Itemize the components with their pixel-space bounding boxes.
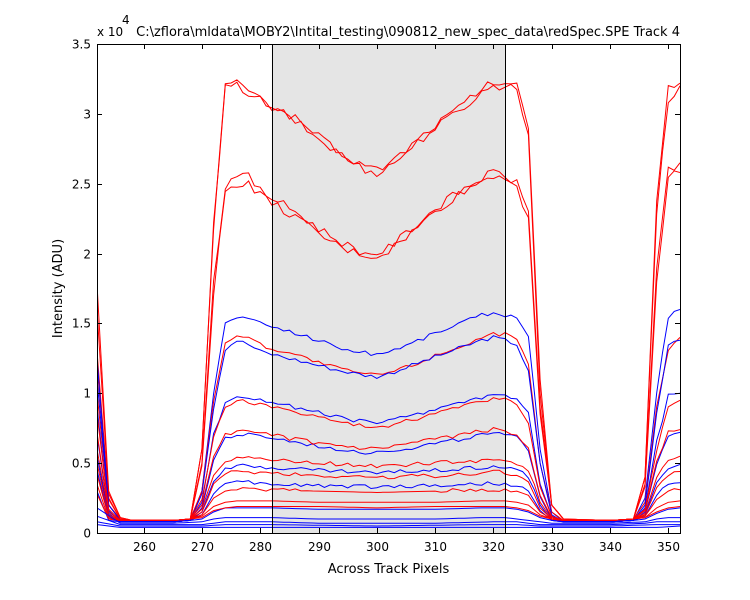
x-tick-label: 300 bbox=[366, 540, 389, 554]
series-line-22 bbox=[97, 521, 680, 527]
series-line-21 bbox=[97, 515, 680, 526]
x-tick-label: 330 bbox=[541, 540, 564, 554]
y-tick-label: 2.5 bbox=[72, 178, 91, 192]
x-tick-label: 310 bbox=[424, 540, 447, 554]
series-line-18 bbox=[97, 490, 680, 523]
y-tick-label: 1.5 bbox=[72, 317, 91, 331]
series-line-4 bbox=[97, 170, 680, 521]
y-tick-label: 1 bbox=[83, 387, 91, 401]
y-exponent-power: 4 bbox=[122, 13, 130, 27]
y-axis-label: Intensity (ADU) bbox=[51, 239, 66, 338]
x-tick-label: 340 bbox=[599, 540, 622, 554]
y-tick-label: 3.5 bbox=[72, 38, 91, 52]
vertical-lines-layer bbox=[272, 44, 506, 533]
y-axis-ticks: 0 0.5 1 1.5 2 2.5 3 3.5 bbox=[72, 38, 680, 541]
x-axis-ticks: 260 270 280 290 300 310 320 330 340 350 bbox=[133, 44, 680, 554]
series-layer bbox=[97, 79, 680, 528]
y-tick-label: 0 bbox=[83, 527, 91, 541]
y-tick-label: 0.5 bbox=[72, 457, 91, 471]
shaded-region bbox=[271, 44, 506, 533]
series-line-19 bbox=[97, 493, 680, 521]
x-tick-label: 290 bbox=[308, 540, 331, 554]
chart-title: C:\zflora\mldata\MOBY2\Intital_testing\0… bbox=[136, 25, 680, 40]
series-line-20 bbox=[97, 507, 680, 524]
plot-area: 260 270 280 290 300 310 320 330 340 350 0 0.5 1 1.5 2… bbox=[72, 38, 681, 554]
x-tick-label: 260 bbox=[133, 540, 156, 554]
y-tick-label: 3 bbox=[83, 108, 91, 122]
axes-frame bbox=[97, 44, 681, 534]
x-axis-label: Across Track Pixels bbox=[328, 562, 450, 577]
x-tick-label: 350 bbox=[657, 540, 680, 554]
x-tick-label: 270 bbox=[191, 540, 214, 554]
y-exponent-prefix: x 10 bbox=[97, 25, 123, 39]
y-tick-label: 2 bbox=[83, 248, 91, 262]
x-tick-label: 320 bbox=[482, 540, 505, 554]
series-line-23 bbox=[97, 524, 680, 528]
x-tick-label: 280 bbox=[249, 540, 272, 554]
